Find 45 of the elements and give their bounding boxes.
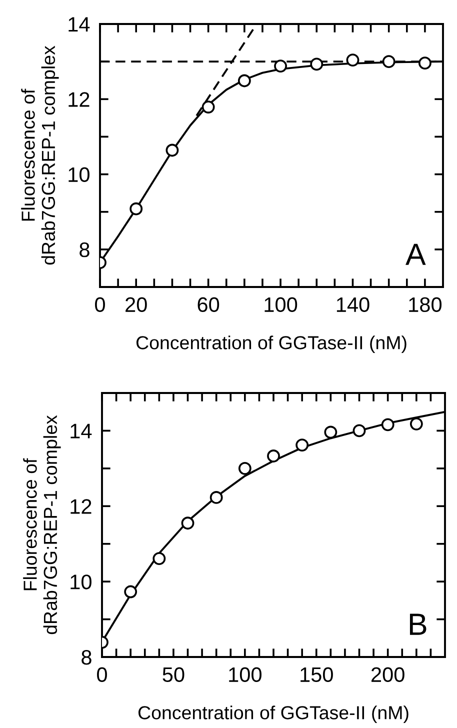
- point: [352, 424, 366, 438]
- x-tick-label: 0: [95, 297, 105, 312]
- y-axis-title: Fluorescence of dRab7GG:REP-1 complex: [23, 415, 61, 634]
- y-tick-label: 8: [82, 650, 92, 665]
- y-tick-label: 8: [80, 242, 90, 258]
- point: [410, 417, 423, 430]
- y-tick-label: 10: [68, 167, 90, 182]
- y-tick-label: 12: [68, 92, 90, 107]
- point: [382, 55, 396, 68]
- point: [152, 552, 166, 566]
- point: [274, 60, 287, 73]
- x-tick-label: 50: [162, 667, 184, 682]
- x-tick-label: 150: [300, 667, 333, 682]
- x-tick-label: 180: [409, 297, 442, 312]
- point: [381, 418, 394, 432]
- x-tick-label: 200: [372, 667, 404, 682]
- x-tick-label: 100: [264, 297, 298, 312]
- point: [202, 100, 215, 114]
- point: [238, 462, 252, 475]
- point: [310, 58, 324, 71]
- x-tick-label: 100: [229, 667, 262, 682]
- point: [324, 426, 338, 439]
- y-tick-label: 14: [68, 17, 90, 32]
- point: [130, 202, 143, 216]
- annotation: B: [410, 614, 426, 635]
- x-axis-title: Concentration of GGTase-II (nM): [138, 706, 408, 724]
- point: [238, 74, 251, 88]
- point: [181, 516, 194, 530]
- y-tick-label: 10: [70, 574, 92, 590]
- x-tick-label: 140: [336, 297, 370, 312]
- point: [210, 491, 223, 504]
- y-tick-label: 12: [70, 499, 92, 514]
- point: [346, 54, 360, 67]
- x-tick-label: 0: [97, 667, 107, 682]
- annotation: A: [406, 244, 426, 265]
- y-axis-title: Fluorescence of dRab7GG:REP-1 complex: [21, 46, 59, 265]
- point: [166, 144, 179, 157]
- point: [296, 438, 309, 452]
- x-tick-label: 60: [198, 297, 220, 312]
- x-axis-title: Concentration of GGTase-II (nM): [136, 336, 406, 354]
- point: [267, 450, 280, 462]
- point: [418, 56, 432, 70]
- x-tick-label: 20: [126, 297, 147, 312]
- point: [124, 585, 138, 598]
- y-tick-label: 14: [70, 424, 92, 438]
